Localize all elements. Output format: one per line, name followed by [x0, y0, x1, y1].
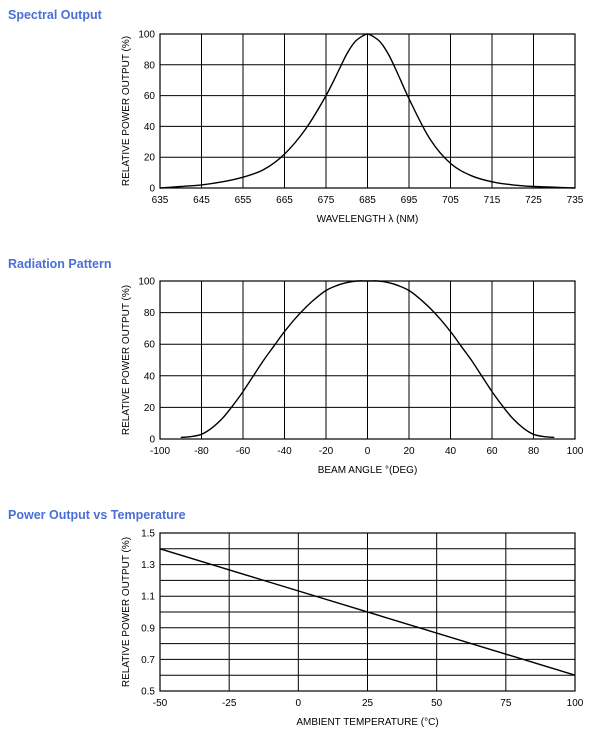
- x-tick-label: 100: [567, 698, 584, 709]
- y-tick-label: 80: [144, 60, 156, 71]
- x-axis-label: BEAM ANGLE °(DEG): [318, 465, 418, 476]
- series-line: [180, 280, 555, 439]
- x-tick-label: -60: [236, 446, 251, 457]
- x-tick-label: 695: [401, 195, 418, 206]
- x-tick-label: 50: [431, 698, 443, 709]
- y-tick-label: 40: [144, 122, 156, 133]
- x-tick-label: -50: [153, 698, 168, 709]
- x-tick-label: 675: [318, 195, 335, 206]
- chart-radiation-pattern: 0 20 40 60 80 100 -100 -80 -60 -40 -20 0 20 40 60 80 100…: [121, 277, 584, 477]
- chart-power-vs-temperature: 0.5 0.7 0.9 1.1 1.3 1.5 -50 -25 0 25 50 75 100 AMBIEN…: [121, 529, 584, 729]
- x-tick-label: 725: [525, 195, 542, 206]
- x-tick-label: -100: [150, 446, 170, 457]
- chart-title-power-vs-temperature: Power Output vs Temperature: [8, 508, 186, 522]
- x-tick-label: 735: [567, 195, 584, 206]
- x-tick-label: 655: [235, 195, 252, 206]
- y-tick-label: 1.1: [141, 592, 155, 603]
- x-tick-label: 80: [528, 446, 540, 457]
- y-axis-label: RELATIVE POWER OUTPUT (%): [121, 537, 132, 687]
- x-tick-label: 100: [567, 446, 584, 457]
- x-tick-label: -40: [277, 446, 292, 457]
- y-axis-label: RELATIVE POWER OUTPUT (%): [121, 36, 132, 186]
- series-line: [159, 548, 576, 676]
- y-tick-label: 40: [144, 371, 156, 382]
- x-tick-label: 60: [486, 446, 498, 457]
- y-tick-label: 100: [138, 30, 155, 41]
- x-tick-label: -25: [222, 698, 237, 709]
- y-tick-label: 1.3: [141, 560, 155, 571]
- y-tick-label: 0: [149, 435, 155, 446]
- x-tick-label: 25: [362, 698, 374, 709]
- plot-frame: [159, 532, 576, 692]
- x-tick-label: -80: [194, 446, 209, 457]
- y-tick-label: 100: [138, 277, 155, 288]
- x-tick-label: 0: [365, 446, 371, 457]
- x-tick-label: 40: [445, 446, 457, 457]
- y-tick-label: 1.5: [141, 529, 155, 540]
- y-tick-label: 0: [149, 184, 155, 195]
- y-tick-label: 20: [144, 403, 156, 414]
- y-tick-label: 60: [144, 91, 156, 102]
- x-tick-label: 0: [296, 698, 302, 709]
- x-tick-label: 635: [152, 195, 169, 206]
- y-axis-label: RELATIVE POWER OUTPUT (%): [121, 285, 132, 435]
- x-tick-label: 645: [193, 195, 210, 206]
- chart-title-spectral-output: Spectral Output: [8, 8, 102, 22]
- y-tick-label: 0.9: [141, 623, 155, 634]
- x-tick-label: 75: [500, 698, 512, 709]
- x-tick-label: 665: [276, 195, 293, 206]
- x-tick-label: 20: [403, 446, 415, 457]
- y-tick-label: 20: [144, 153, 156, 164]
- x-tick-label: 715: [484, 195, 501, 206]
- y-tick-label: 0.7: [141, 655, 155, 666]
- series-line: [159, 33, 576, 189]
- chart-spectral-output: 0 20 40 60 80 100 635 645 655 665 675 685 695 705 715 7…: [121, 30, 584, 226]
- x-axis-label: AMBIENT TEMPERATURE (°C): [296, 717, 438, 728]
- y-tick-label: 0.5: [141, 687, 155, 698]
- x-tick-label: 705: [442, 195, 459, 206]
- x-tick-label: -20: [319, 446, 334, 457]
- y-tick-label: 80: [144, 308, 156, 319]
- chart-title-radiation-pattern: Radiation Pattern: [8, 257, 112, 271]
- y-tick-label: 60: [144, 340, 156, 351]
- x-tick-label: 685: [359, 195, 376, 206]
- x-axis-label: WAVELENGTH λ (NM): [317, 214, 419, 225]
